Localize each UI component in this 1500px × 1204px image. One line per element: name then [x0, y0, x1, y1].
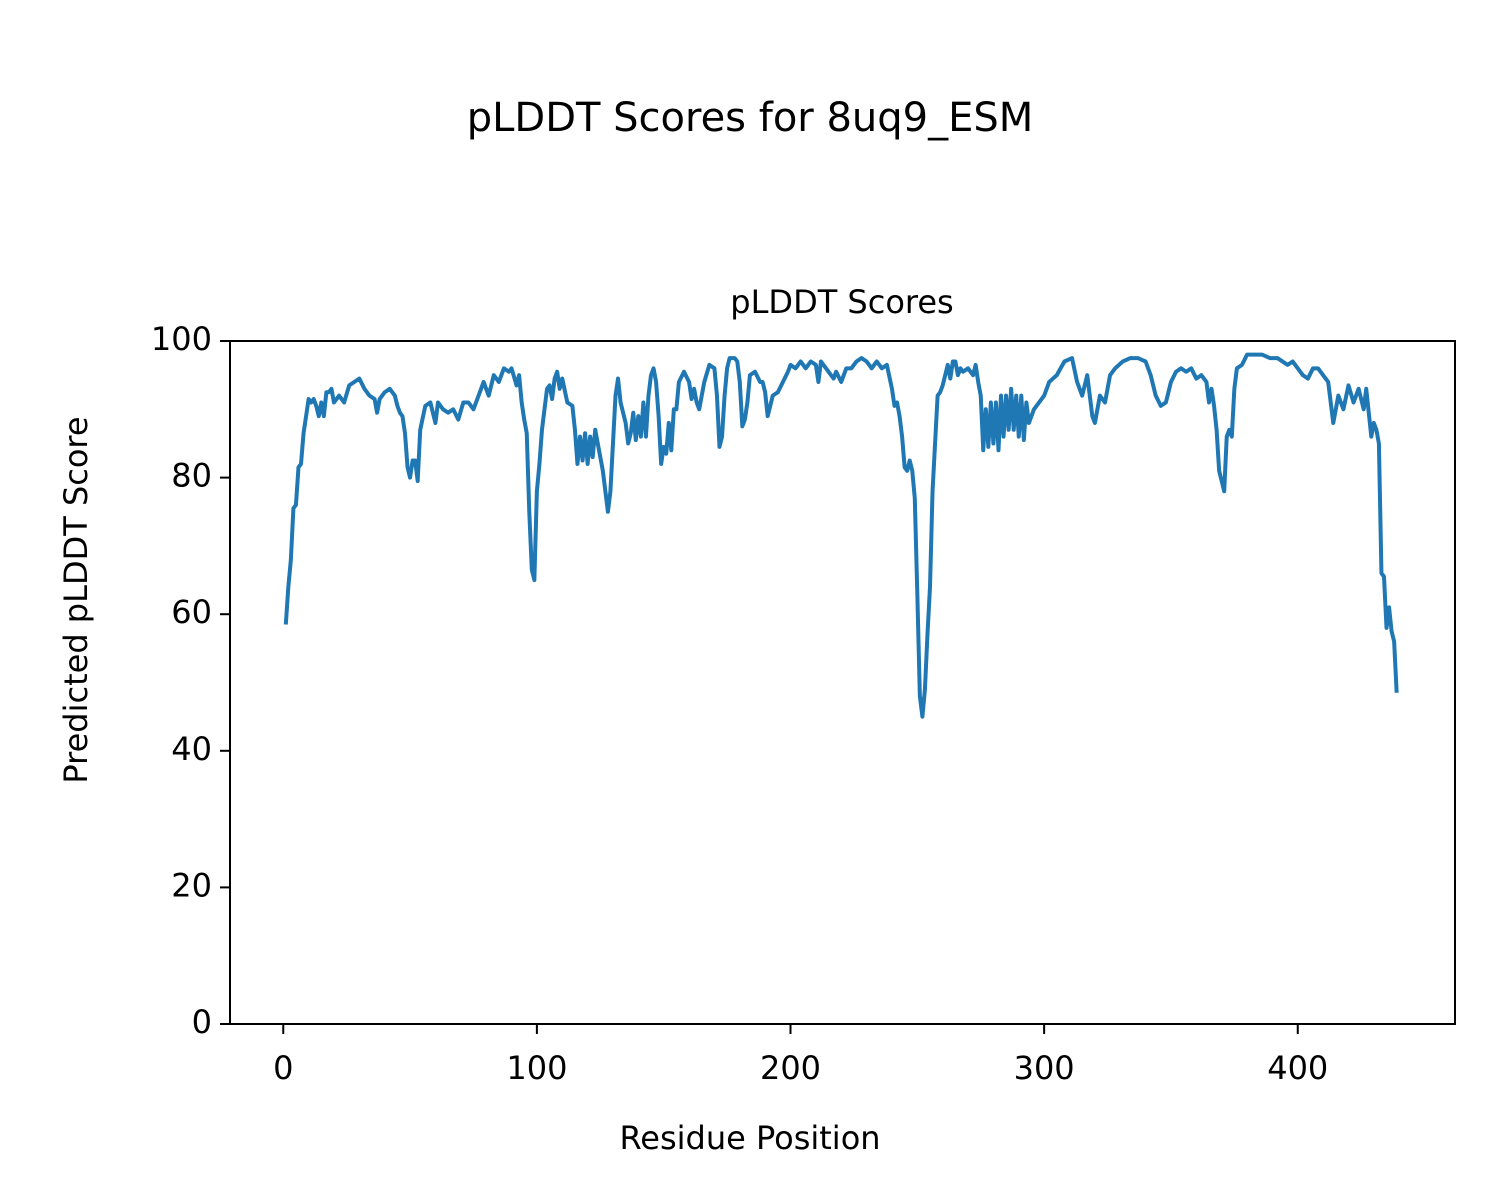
y-tick-label: 60: [171, 593, 212, 631]
y-tick-label: 20: [171, 866, 212, 904]
y-tick-label: 0: [192, 1003, 212, 1041]
x-tick-label: 300: [1014, 1049, 1075, 1087]
chart-title: pLDDT Scores for 8uq9_ESM: [467, 95, 1034, 141]
y-tick-label: 40: [171, 730, 212, 768]
y-axis-label: Predicted pLDDT Score: [57, 416, 95, 783]
x-tick-label: 200: [760, 1049, 821, 1087]
x-tick-label: 400: [1267, 1049, 1328, 1087]
axes-title: pLDDT Scores: [730, 283, 953, 321]
y-tick-label: 80: [171, 457, 212, 495]
x-axis-label: Residue Position: [619, 1119, 880, 1157]
data-line: [283, 352, 1399, 719]
x-tick-label: 100: [506, 1049, 567, 1087]
plot-frame: [229, 340, 1456, 1025]
y-tick-label: 100: [151, 320, 212, 358]
x-tick-label: 0: [273, 1049, 293, 1087]
